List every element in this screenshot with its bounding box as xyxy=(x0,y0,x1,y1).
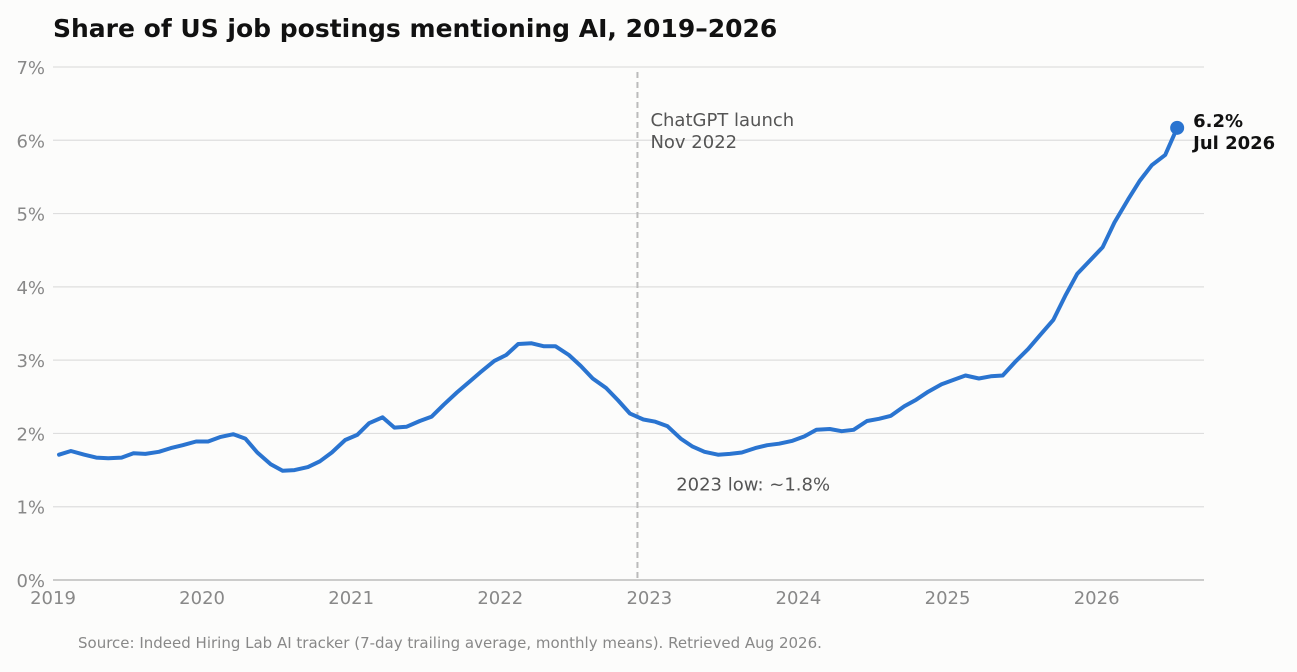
chart-title: Share of US job postings mentioning AI, … xyxy=(53,14,777,43)
low-annotation: 2023 low: ~1.8% xyxy=(676,475,830,496)
y-tick-label: 2% xyxy=(16,424,45,445)
series-line xyxy=(57,125,1180,473)
x-tick-label: 2020 xyxy=(179,588,225,609)
end-date-label: Jul 2026 xyxy=(1191,133,1275,154)
end-point-marker xyxy=(1170,120,1185,135)
end-value-label: 6.2% xyxy=(1193,111,1243,132)
x-tick-label: 2023 xyxy=(626,588,672,609)
x-tick-label: 2025 xyxy=(925,588,971,609)
x-tick-label: 2019 xyxy=(30,588,76,609)
x-axis-tick-labels: 2019 2020 2021 2022 2023 2024 2025 2026 xyxy=(30,588,1119,609)
y-tick-label: 3% xyxy=(16,351,45,372)
y-axis-tick-labels: 0% 1% 2% 3% 4% 5% 6% 7% xyxy=(16,58,45,592)
reference-label-line1: ChatGPT launch xyxy=(650,110,794,131)
source-note: Source: Indeed Hiring Lab AI tracker (7-… xyxy=(78,634,822,652)
x-tick-label: 2024 xyxy=(776,588,822,609)
y-tick-label: 4% xyxy=(16,278,45,299)
gridlines xyxy=(53,66,1204,581)
y-tick-label: 1% xyxy=(16,498,45,519)
x-tick-label: 2021 xyxy=(328,588,374,609)
y-tick-label: 0% xyxy=(16,571,45,592)
series-ai-share xyxy=(57,120,1185,473)
x-tick-label: 2022 xyxy=(477,588,523,609)
y-tick-label: 6% xyxy=(16,131,45,152)
y-tick-label: 7% xyxy=(16,58,45,79)
chatgpt-launch-reference: ChatGPT launch Nov 2022 xyxy=(636,72,794,580)
x-tick-label: 2026 xyxy=(1074,588,1120,609)
y-tick-label: 5% xyxy=(16,205,45,226)
reference-label-line2: Nov 2022 xyxy=(650,132,737,153)
